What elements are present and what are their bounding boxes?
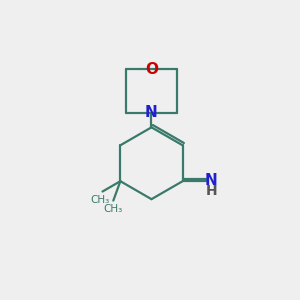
Text: CH₃: CH₃ xyxy=(90,195,109,205)
Text: N: N xyxy=(145,105,158,120)
Text: H: H xyxy=(206,184,217,198)
Text: N: N xyxy=(205,173,218,188)
Text: CH₃: CH₃ xyxy=(104,204,123,214)
Text: O: O xyxy=(145,62,158,77)
